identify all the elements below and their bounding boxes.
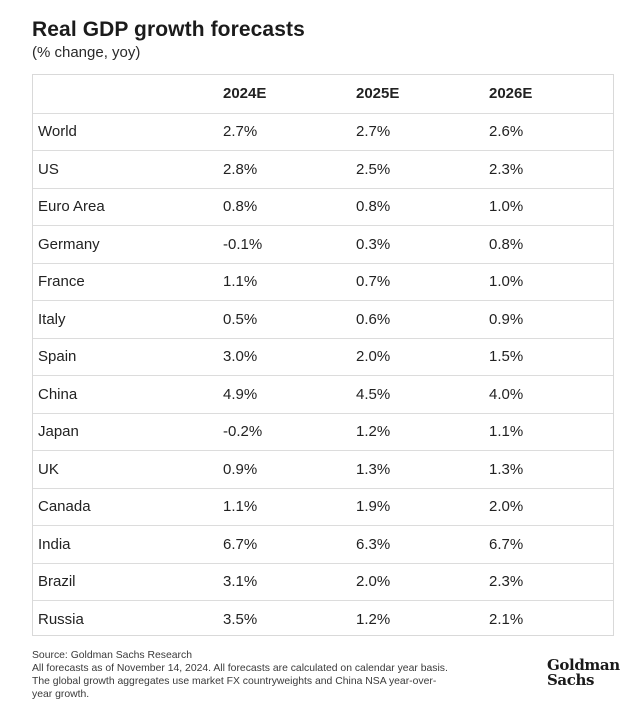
growth-value-cell: 6.7% [214, 525, 347, 564]
table-row: Spain 3.0% 2.0% 1.5% [33, 338, 613, 376]
chart-subtitle: (% change, yoy) [32, 44, 141, 61]
row-country-label: UK [33, 450, 214, 489]
growth-value-cell: 2.3% [480, 563, 613, 601]
column-header-country [33, 75, 214, 114]
aggregate-note-line: The global growth aggregates use market … [32, 676, 437, 687]
column-header-2025e: 2025E [347, 75, 480, 114]
growth-value-cell: 4.0% [480, 375, 613, 414]
forecast-table: 2024E 2025E 2026E World 2.7% 2.7% 2.6% US 2.8… [33, 75, 613, 638]
growth-value-cell: 1.3% [347, 450, 480, 489]
row-country-label: Germany [33, 225, 214, 264]
growth-value-cell: 0.3% [347, 225, 480, 264]
table-row: India 6.7% 6.3% 6.7% [33, 525, 613, 564]
growth-value-cell: 4.9% [214, 375, 347, 414]
growth-value-cell: 1.0% [480, 188, 613, 226]
growth-value-cell: 3.5% [223, 611, 258, 628]
growth-value-cell: 2.6% [480, 113, 613, 151]
goldman-sachs-logo: Goldman Sachs [547, 658, 627, 688]
growth-value-cell: 2.8% [214, 150, 347, 189]
growth-value-cell: -0.2% [214, 413, 347, 451]
source-line: Source: Goldman Sachs Research [32, 650, 192, 661]
growth-value-cell: 0.9% [214, 450, 347, 489]
growth-value-cell: 0.8% [214, 188, 347, 226]
table-row: France 1.1% 0.7% 1.0% [33, 263, 613, 301]
logo-word-goldman: Goldman [547, 656, 620, 674]
growth-value-cell: 0.7% [347, 263, 480, 301]
growth-value-cell: 2.7% [347, 113, 480, 151]
growth-value-cell: 0.9% [480, 300, 613, 339]
forecast-note-line: All forecasts as of November 14, 2024. A… [32, 663, 448, 674]
growth-value-cell: 1.1% [214, 488, 347, 526]
row-country-label: Canada [33, 488, 214, 526]
table-row: World 2.7% 2.7% 2.6% [33, 113, 613, 151]
table-row: Brazil 3.1% 2.0% 2.3% [33, 563, 613, 601]
row-country-label: Russia [38, 611, 84, 628]
column-header-2024e: 2024E [214, 75, 347, 114]
row-country-label: China [33, 375, 214, 414]
table-row: UK 0.9% 1.3% 1.3% [33, 450, 613, 489]
table-row: US 2.8% 2.5% 2.3% [33, 150, 613, 189]
growth-value-cell: 0.5% [214, 300, 347, 339]
growth-value-cell: 3.1% [214, 563, 347, 601]
row-country-label: US [33, 150, 214, 189]
row-country-label: India [33, 525, 214, 564]
growth-value-cell: 2.0% [347, 338, 480, 376]
growth-value-cell: 1.1% [214, 263, 347, 301]
growth-value-cell: 2.1% [489, 611, 524, 628]
row-country-label: Brazil [33, 563, 214, 601]
row-country-label: Euro Area [33, 188, 214, 226]
row-country-label: Japan [33, 413, 214, 451]
row-country-label: Italy [33, 300, 214, 339]
growth-value-cell: 2.3% [480, 150, 613, 189]
table-body: World 2.7% 2.7% 2.6% US 2.8% 2.5% 2.3% Euro Area… [33, 113, 613, 638]
growth-value-cell: 4.5% [347, 375, 480, 414]
growth-value-cell: 0.8% [480, 225, 613, 264]
table-row: China 4.9% 4.5% 4.0% [33, 375, 613, 414]
growth-value-cell: 0.6% [347, 300, 480, 339]
growth-value-cell: 6.3% [347, 525, 480, 564]
column-header-2026e: 2026E [480, 75, 613, 114]
row-country-label: World [33, 113, 214, 151]
growth-value-cell: -0.1% [214, 225, 347, 264]
row-country-label: Spain [33, 338, 214, 376]
table-header-row: 2024E 2025E 2026E [33, 75, 613, 114]
growth-value-cell: 1.3% [480, 450, 613, 489]
growth-value-cell: 1.5% [480, 338, 613, 376]
logo-word-sachs: Sachs [547, 671, 595, 689]
table-row: Russia 3.5% 1.2% 2.1% [33, 601, 613, 639]
row-country-label: France [33, 263, 214, 301]
growth-value-cell: 6.7% [480, 525, 613, 564]
growth-value-cell: 2.5% [347, 150, 480, 189]
growth-value-cell: 2.0% [480, 488, 613, 526]
growth-value-cell: 1.0% [480, 263, 613, 301]
chart-title: Real GDP growth forecasts [32, 18, 305, 41]
growth-value-cell: 1.2% [356, 611, 391, 628]
aggregate-note-line-cont: year growth. [32, 689, 90, 700]
table-row: Canada 1.1% 1.9% 2.0% [33, 488, 613, 526]
growth-value-cell: 1.9% [347, 488, 480, 526]
growth-value-cell: 2.7% [214, 113, 347, 151]
forecast-table-container: 2024E 2025E 2026E World 2.7% 2.7% 2.6% US 2.8… [32, 74, 614, 636]
source-note: Source: Goldman Sachs Research All forec… [32, 649, 522, 701]
growth-value-cell: 0.8% [347, 188, 480, 226]
table-row: Euro Area 0.8% 0.8% 1.0% [33, 188, 613, 226]
table-row: Japan -0.2% 1.2% 1.1% [33, 413, 613, 451]
table-row: Germany -0.1% 0.3% 0.8% [33, 225, 613, 264]
growth-value-cell: 1.1% [480, 413, 613, 451]
table-row: Italy 0.5% 0.6% 0.9% [33, 300, 613, 339]
growth-value-cell: 3.0% [214, 338, 347, 376]
growth-value-cell: 2.0% [347, 563, 480, 601]
growth-value-cell: 1.2% [347, 413, 480, 451]
